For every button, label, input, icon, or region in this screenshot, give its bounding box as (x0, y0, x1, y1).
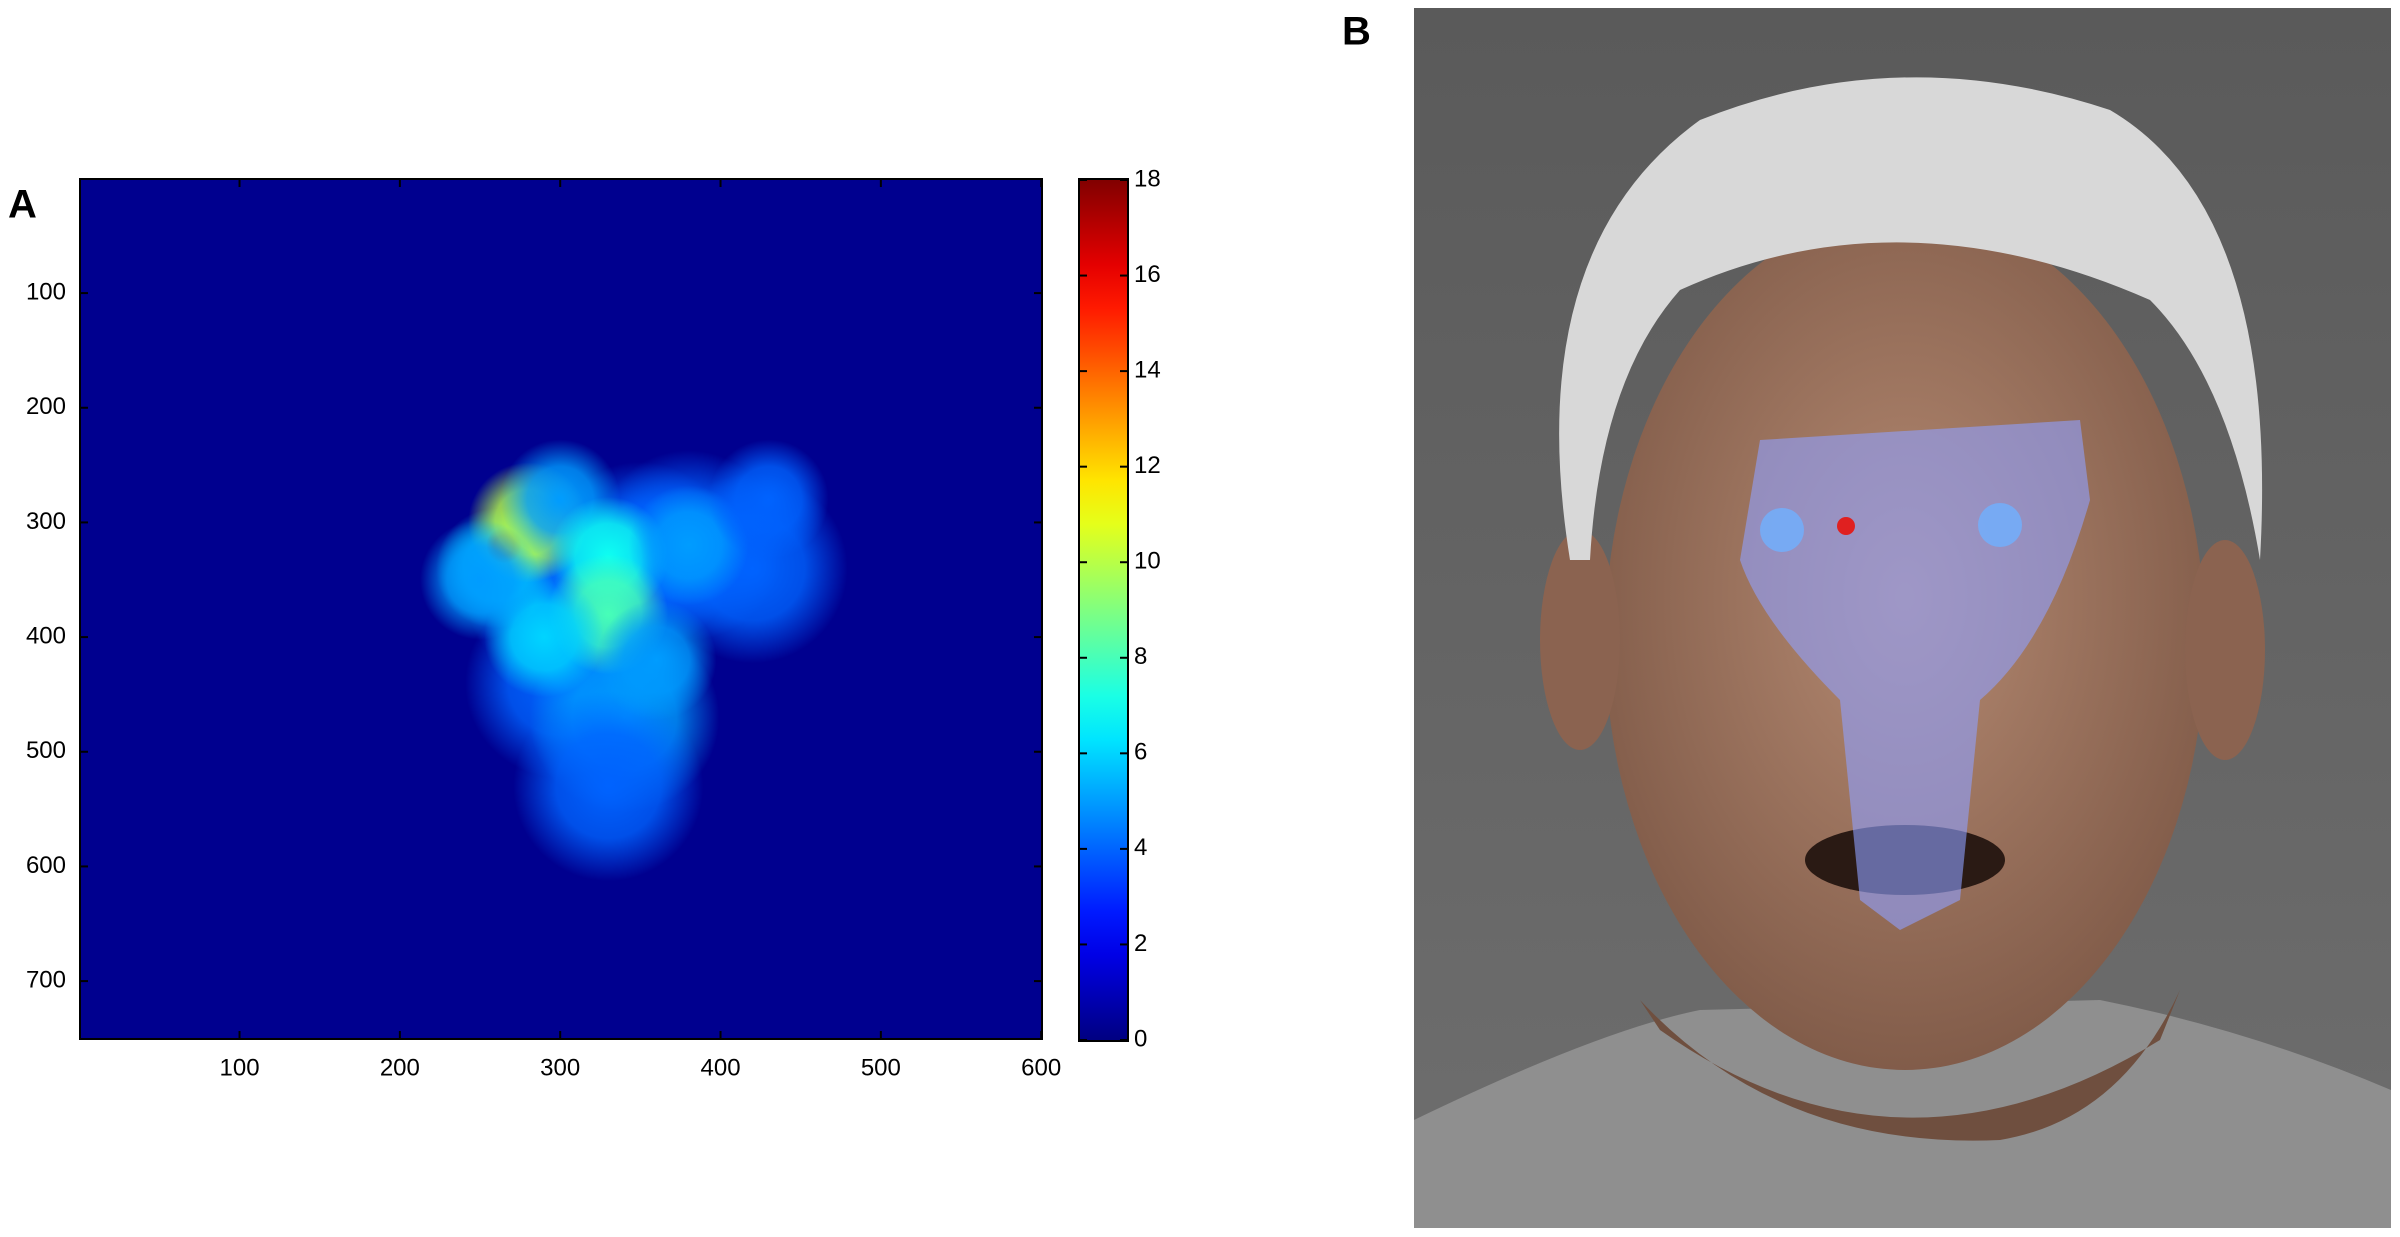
heat-blob (420, 519, 541, 640)
y-tick-label: 600 (26, 852, 66, 879)
heat-blob (596, 600, 717, 721)
colorbar-tick-label: 0 (1134, 1025, 1147, 1052)
x-tick-label: 300 (540, 1054, 580, 1081)
colorbar-tick-label: 6 (1134, 739, 1147, 766)
face-photo (1414, 8, 2391, 1228)
y-tick-label: 200 (26, 393, 66, 420)
heat-blob (513, 691, 704, 882)
colorbar-tick-label: 18 (1134, 165, 1161, 192)
colorbar-tick-label: 4 (1134, 834, 1147, 861)
panel-label: B (1342, 10, 1371, 54)
y-tick-label: 300 (26, 508, 66, 535)
colorbar (1078, 178, 1129, 1042)
colorbar-tick-label: 12 (1134, 452, 1161, 479)
x-tick-label: 100 (220, 1054, 260, 1081)
panel-label: A (8, 183, 37, 227)
x-tick-label: 200 (380, 1054, 420, 1081)
y-tick-label: 500 (26, 737, 66, 764)
y-tick-label: 400 (26, 622, 66, 649)
y-tick-label: 100 (26, 278, 66, 305)
x-tick-label: 600 (1021, 1054, 1061, 1081)
y-tick-label: 700 (26, 966, 66, 993)
heat-blob (708, 439, 829, 560)
colorbar-tick-label: 8 (1134, 643, 1147, 670)
colorbar-tick-label: 10 (1134, 548, 1161, 575)
colorbar-tick-label: 14 (1134, 356, 1161, 383)
colorbar-tick-label: 16 (1134, 261, 1161, 288)
x-tick-label: 400 (701, 1054, 741, 1081)
x-tick-label: 500 (861, 1054, 901, 1081)
colorbar-tick-label: 2 (1134, 930, 1147, 957)
